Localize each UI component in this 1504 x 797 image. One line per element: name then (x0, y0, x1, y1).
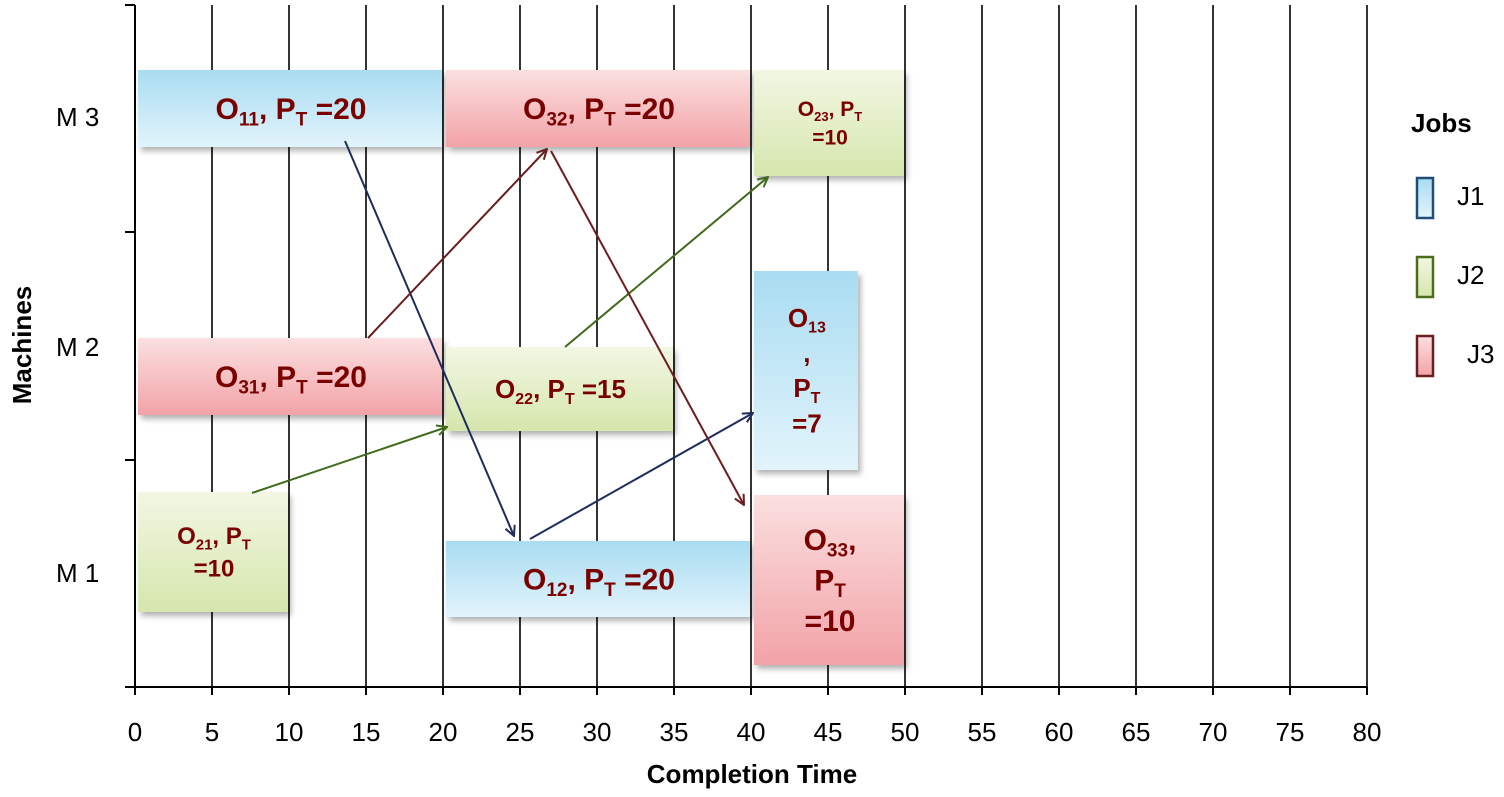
x-tick-label: 0 (128, 717, 142, 747)
legend: Jobs J1 J2 J3 (1411, 108, 1494, 378)
x-tick-label: 20 (429, 717, 458, 747)
legend-swatch (1415, 334, 1435, 378)
x-tick-label: 35 (660, 717, 689, 747)
legend-swatch (1415, 255, 1435, 299)
task-O22: O22, PT =15 (446, 347, 673, 431)
task-O11: O11, PT =20 (138, 70, 442, 147)
task-label: PT (793, 373, 820, 407)
legend-entry-j3: J3 (1415, 334, 1494, 378)
machine-label: M 2 (56, 332, 99, 362)
arrow-O32-to-O33 (550, 150, 744, 505)
legend-entry-j1: J1 (1415, 176, 1484, 220)
task-bars: O11, PT =20 O32, PT =20 O23, PT =10 O31, PT … (138, 70, 904, 665)
x-tick-label: 5 (205, 717, 219, 747)
task-label: O33, (804, 524, 857, 562)
precedence-arrows (251, 140, 768, 540)
task-O12: O12, PT =20 (446, 541, 750, 617)
machine-label: M 3 (56, 102, 99, 132)
legend-label: J3 (1467, 339, 1494, 369)
task-bar (446, 347, 673, 431)
task-bar (446, 70, 750, 147)
task-label: O11, PT =20 (216, 93, 367, 131)
task-bar (754, 271, 858, 470)
task-label: , (803, 338, 810, 368)
task-O31: O31, PT =20 (138, 338, 442, 415)
x-tick-label: 80 (1353, 717, 1382, 747)
x-tick-label: 45 (814, 717, 843, 747)
x-tick-label: 65 (1122, 717, 1151, 747)
arrow-O21-to-O22 (251, 427, 447, 494)
x-tick-label: 50 (891, 717, 920, 747)
legend-label: J1 (1457, 181, 1484, 211)
task-bar (138, 338, 442, 415)
x-tick-label: 55 (968, 717, 997, 747)
task-bar (754, 70, 904, 176)
task-label: O12, PT =20 (523, 564, 675, 602)
arrow-O12-to-O13 (529, 413, 753, 540)
task-O33: O33,PT=10 (754, 495, 904, 665)
task-bar (754, 495, 904, 665)
task-label: O22, PT =15 (495, 374, 626, 408)
task-label: =10 (805, 605, 856, 638)
machine-label: M 1 (56, 558, 99, 588)
x-tick-label: 75 (1276, 717, 1305, 747)
task-label: O32, PT =20 (523, 93, 675, 131)
task-label: O31, PT =20 (215, 361, 367, 399)
task-bar (138, 492, 288, 612)
y-axis-title: Machines (7, 286, 37, 405)
legend-swatch (1415, 176, 1435, 220)
task-O32: O32, PT =20 (446, 70, 750, 147)
task-label: O23, PT (798, 98, 863, 124)
legend-entry-j2: J2 (1415, 255, 1484, 299)
x-tick-label: 30 (583, 717, 612, 747)
x-tick-label: 40 (737, 717, 766, 747)
task-label: =7 (792, 408, 822, 438)
task-O21: O21, PT =10 (138, 492, 288, 612)
legend-label: J2 (1457, 260, 1484, 290)
task-bar (138, 70, 442, 147)
task-O23: O23, PT =10 (754, 70, 904, 176)
x-tick-label: 15 (352, 717, 381, 747)
task-bar (446, 541, 750, 617)
machine-labels: M 3 M 2 M 1 (56, 102, 99, 588)
x-tick-label: 10 (275, 717, 304, 747)
x-tick-label: 70 (1199, 717, 1228, 747)
x-axis-title: Completion Time (647, 759, 857, 789)
arrow-O31-to-O32 (367, 149, 547, 339)
arrow-O11-to-O12 (344, 140, 514, 536)
task-O13: O13, PT=7 (754, 271, 858, 470)
task-label: =10 (194, 556, 235, 583)
legend-title: Jobs (1411, 108, 1472, 138)
task-label: PT (814, 565, 846, 603)
task-label: O21, PT (177, 523, 251, 553)
task-label: =10 (812, 127, 848, 150)
task-label: O13 (788, 303, 826, 337)
axes (125, 4, 1368, 695)
x-tick-label: 25 (506, 717, 535, 747)
x-tick-labels: 0 5 10 15 20 25 30 35 40 45 50 55 60 65 70 75 80 (128, 717, 1382, 747)
arrow-O22-to-O23 (564, 177, 768, 348)
x-tick-label: 60 (1045, 717, 1074, 747)
